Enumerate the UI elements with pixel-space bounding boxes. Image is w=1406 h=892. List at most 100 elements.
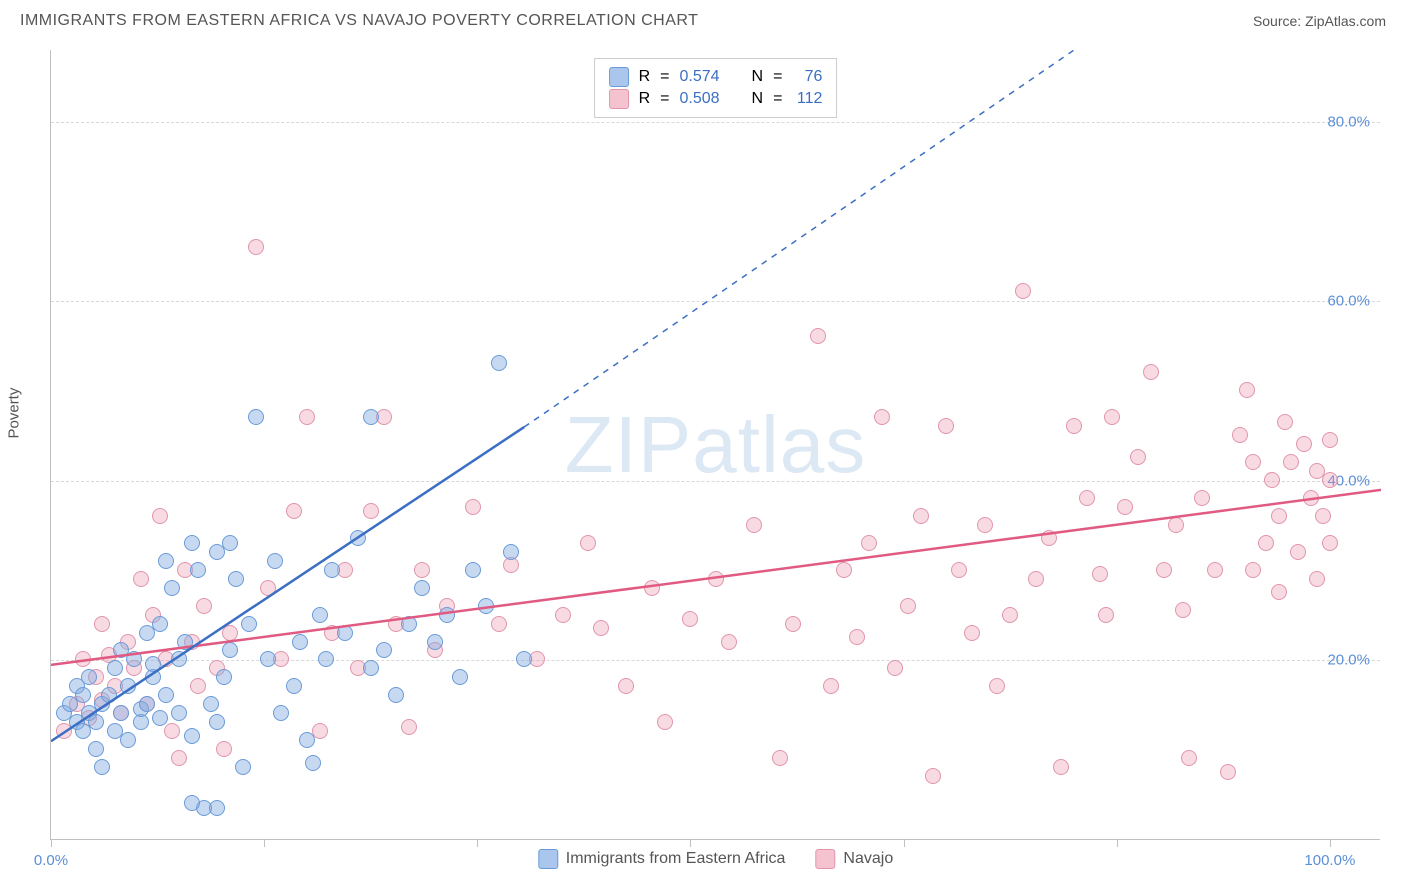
scatter-point <box>363 503 379 519</box>
scatter-point <box>849 629 865 645</box>
scatter-point <box>184 535 200 551</box>
scatter-point <box>376 642 392 658</box>
scatter-point <box>209 714 225 730</box>
scatter-point <box>305 755 321 771</box>
scatter-point <box>1296 436 1312 452</box>
scatter-point <box>1303 490 1319 506</box>
scatter-point <box>152 508 168 524</box>
scatter-point <box>1309 571 1325 587</box>
scatter-point <box>401 719 417 735</box>
scatter-point <box>363 660 379 676</box>
scatter-point <box>1015 283 1031 299</box>
scatter-point <box>1277 414 1293 430</box>
swatch-series-a <box>609 67 629 87</box>
r-value-b: 0.508 <box>679 90 719 108</box>
y-tick-label: 80.0% <box>1327 113 1370 130</box>
legend-series: Immigrants from Eastern Africa Navajo <box>538 849 893 869</box>
scatter-point <box>318 651 334 667</box>
scatter-point <box>88 714 104 730</box>
scatter-point <box>823 678 839 694</box>
scatter-point <box>1143 364 1159 380</box>
scatter-point <box>248 239 264 255</box>
scatter-point <box>452 669 468 685</box>
scatter-point <box>1079 490 1095 506</box>
scatter-point <box>951 562 967 578</box>
scatter-point <box>708 571 724 587</box>
scatter-point <box>810 328 826 344</box>
scatter-point <box>196 598 212 614</box>
scatter-point <box>133 571 149 587</box>
n-label: N <box>752 90 764 108</box>
scatter-point <box>94 616 110 632</box>
n-value-a: 76 <box>792 68 822 86</box>
regression-line <box>51 427 524 741</box>
y-axis-label: Poverty <box>6 388 23 439</box>
scatter-point <box>964 625 980 641</box>
scatter-point <box>158 553 174 569</box>
scatter-point <box>1322 535 1338 551</box>
watermark-part1: ZIP <box>565 400 692 489</box>
scatter-point <box>1041 530 1057 546</box>
scatter-point <box>388 687 404 703</box>
scatter-point <box>209 800 225 816</box>
scatter-point <box>312 607 328 623</box>
scatter-point <box>1181 750 1197 766</box>
scatter-point <box>107 660 123 676</box>
scatter-point <box>555 607 571 623</box>
scatter-point <box>465 562 481 578</box>
source-attribution: Source: ZipAtlas.com <box>1253 13 1386 29</box>
x-tick <box>1330 839 1331 847</box>
scatter-point <box>1232 427 1248 443</box>
scatter-point <box>1322 472 1338 488</box>
scatter-point <box>1066 418 1082 434</box>
scatter-point <box>216 741 232 757</box>
scatter-point <box>75 651 91 667</box>
equals-icon: = <box>660 68 669 86</box>
scatter-point <box>190 678 206 694</box>
scatter-point <box>1002 607 1018 623</box>
scatter-point <box>1175 602 1191 618</box>
scatter-point <box>1053 759 1069 775</box>
scatter-point <box>286 678 302 694</box>
scatter-point <box>350 530 366 546</box>
y-tick-label: 60.0% <box>1327 293 1370 310</box>
scatter-point <box>235 759 251 775</box>
scatter-point <box>491 616 507 632</box>
grid-line <box>51 481 1380 482</box>
scatter-point <box>324 562 340 578</box>
scatter-point <box>113 705 129 721</box>
regression-lines-layer <box>51 50 1381 840</box>
scatter-point <box>337 625 353 641</box>
scatter-point <box>1271 508 1287 524</box>
scatter-point <box>299 732 315 748</box>
scatter-point <box>260 580 276 596</box>
scatter-point <box>1239 382 1255 398</box>
x-tick <box>690 839 691 847</box>
scatter-point <box>1271 584 1287 600</box>
swatch-series-b <box>815 849 835 869</box>
scatter-point <box>184 728 200 744</box>
scatter-point <box>1315 508 1331 524</box>
scatter-point <box>746 517 762 533</box>
series-b-label: Navajo <box>843 850 893 868</box>
series-a-label: Immigrants from Eastern Africa <box>566 850 786 868</box>
scatter-point <box>1207 562 1223 578</box>
scatter-point <box>427 634 443 650</box>
scatter-point <box>1028 571 1044 587</box>
scatter-point <box>516 651 532 667</box>
legend-row-series-b: R = 0.508 N = 112 <box>609 89 823 109</box>
scatter-point <box>94 759 110 775</box>
scatter-point <box>580 535 596 551</box>
watermark: ZIPatlas <box>565 399 866 491</box>
scatter-point <box>1322 432 1338 448</box>
scatter-point <box>938 418 954 434</box>
scatter-point <box>171 705 187 721</box>
scatter-point <box>836 562 852 578</box>
scatter-point <box>503 544 519 560</box>
scatter-point <box>75 687 91 703</box>
scatter-point <box>164 723 180 739</box>
scatter-point <box>216 669 232 685</box>
scatter-point <box>260 651 276 667</box>
x-tick <box>264 839 265 847</box>
scatter-point <box>618 678 634 694</box>
